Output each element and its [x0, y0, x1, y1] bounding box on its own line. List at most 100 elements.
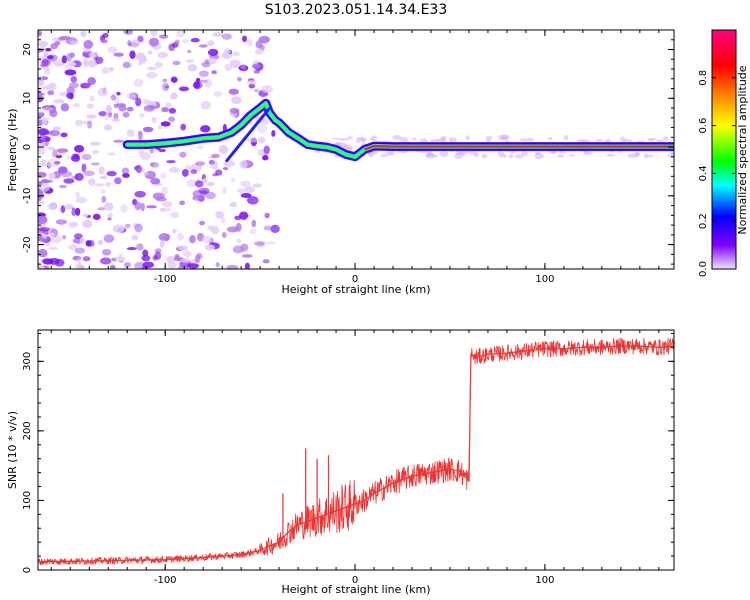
noise-blob	[262, 259, 270, 264]
noise-blob	[212, 173, 218, 177]
x-tick-label: 100	[535, 575, 554, 586]
noise-blob	[179, 151, 187, 158]
noise-blob	[120, 204, 128, 213]
noise-blob	[113, 52, 124, 57]
noise-blob	[75, 119, 83, 127]
noise-blob	[229, 201, 237, 208]
noise-blob	[519, 138, 530, 142]
noise-blob	[136, 243, 144, 251]
spectrogram-xlabel: Height of straight line (km)	[281, 283, 430, 296]
noise-blob	[38, 30, 43, 37]
noise-blob	[180, 123, 187, 131]
noise-blob	[123, 262, 131, 268]
noise-blob	[47, 158, 59, 168]
noise-blob	[74, 263, 84, 269]
noise-blob	[38, 75, 48, 81]
noise-blob	[91, 162, 100, 166]
noise-blob	[265, 241, 276, 245]
noise-blob	[72, 103, 80, 108]
noise-blob	[126, 92, 137, 100]
noise-blob	[183, 250, 192, 258]
snr-ylabel: SNR (10 * v/v)	[6, 411, 19, 489]
colorbar-tick-label: 0.0	[698, 261, 709, 277]
noise-blob	[38, 233, 43, 241]
noise-blob	[166, 256, 176, 264]
noise-blob	[100, 189, 106, 194]
noise-blob	[86, 114, 97, 119]
noise-blob	[198, 187, 210, 194]
noise-blob	[68, 82, 79, 89]
noise-blob	[656, 139, 664, 143]
noise-blob	[167, 261, 177, 269]
noise-blob	[109, 264, 116, 269]
noise-blob	[485, 135, 493, 141]
noise-blob	[392, 135, 402, 140]
noise-blob	[178, 86, 189, 92]
noise-blob	[146, 71, 158, 79]
noise-blob	[205, 191, 216, 200]
noise-blob	[38, 147, 44, 151]
colorbar-ticks: 0.0 0.2 0.4 0.6 0.8	[698, 70, 736, 277]
noise-blob	[254, 88, 259, 93]
noise-blob	[172, 60, 181, 66]
noise-blob	[558, 151, 567, 154]
noise-blob	[606, 153, 616, 157]
noise-blob	[157, 51, 168, 59]
noise-blob	[158, 148, 167, 153]
noise-blob	[38, 48, 44, 53]
noise-blob	[47, 202, 57, 210]
noise-blob	[226, 264, 239, 269]
noise-blob	[89, 141, 101, 146]
noise-blob	[202, 178, 208, 184]
noise-blob	[122, 173, 130, 178]
noise-blob	[143, 171, 149, 176]
noise-blob	[138, 54, 148, 64]
noise-blob	[251, 64, 260, 69]
noise-blob	[497, 134, 507, 141]
noise-blob	[499, 153, 507, 158]
x-tick-label: -100	[154, 274, 177, 285]
noise-blob	[150, 177, 161, 185]
noise-blob	[111, 118, 121, 122]
noise-blob	[107, 212, 114, 219]
noise-blob	[100, 39, 108, 44]
noise-blob	[159, 239, 165, 248]
noise-blob	[240, 243, 249, 252]
noise-blob	[50, 235, 62, 244]
noise-blob	[194, 254, 201, 264]
noise-blob	[101, 67, 110, 75]
noise-blob	[208, 57, 218, 65]
noise-blob	[99, 175, 107, 180]
noise-blob	[235, 222, 242, 232]
noise-blob	[198, 44, 208, 48]
noise-blob	[100, 257, 112, 265]
noise-blob	[87, 120, 93, 129]
noise-blob	[662, 136, 669, 141]
noise-blob	[113, 139, 125, 143]
noise-blob	[194, 180, 204, 188]
noise-blob	[112, 224, 125, 233]
noise-blob	[370, 137, 375, 141]
noise-blob	[64, 204, 74, 210]
noise-blob	[49, 109, 58, 118]
noise-blob	[481, 153, 488, 159]
noise-blob	[399, 136, 409, 143]
noise-blob	[146, 66, 158, 71]
noise-blob	[158, 233, 171, 241]
noise-blob	[360, 137, 367, 143]
noise-blob	[83, 58, 90, 68]
spectrogram-frame	[37, 29, 675, 270]
noise-blob	[103, 124, 113, 131]
noise-blob	[222, 186, 227, 195]
noise-blob	[372, 149, 378, 155]
noise-blob	[229, 107, 240, 115]
noise-blob	[97, 87, 108, 97]
noise-blob	[134, 223, 143, 233]
noise-blob	[595, 138, 604, 142]
noise-blob	[110, 94, 116, 101]
noise-blob	[230, 178, 236, 182]
colorbar-tick-label: 0.4	[698, 165, 709, 181]
noise-blob	[244, 262, 250, 269]
